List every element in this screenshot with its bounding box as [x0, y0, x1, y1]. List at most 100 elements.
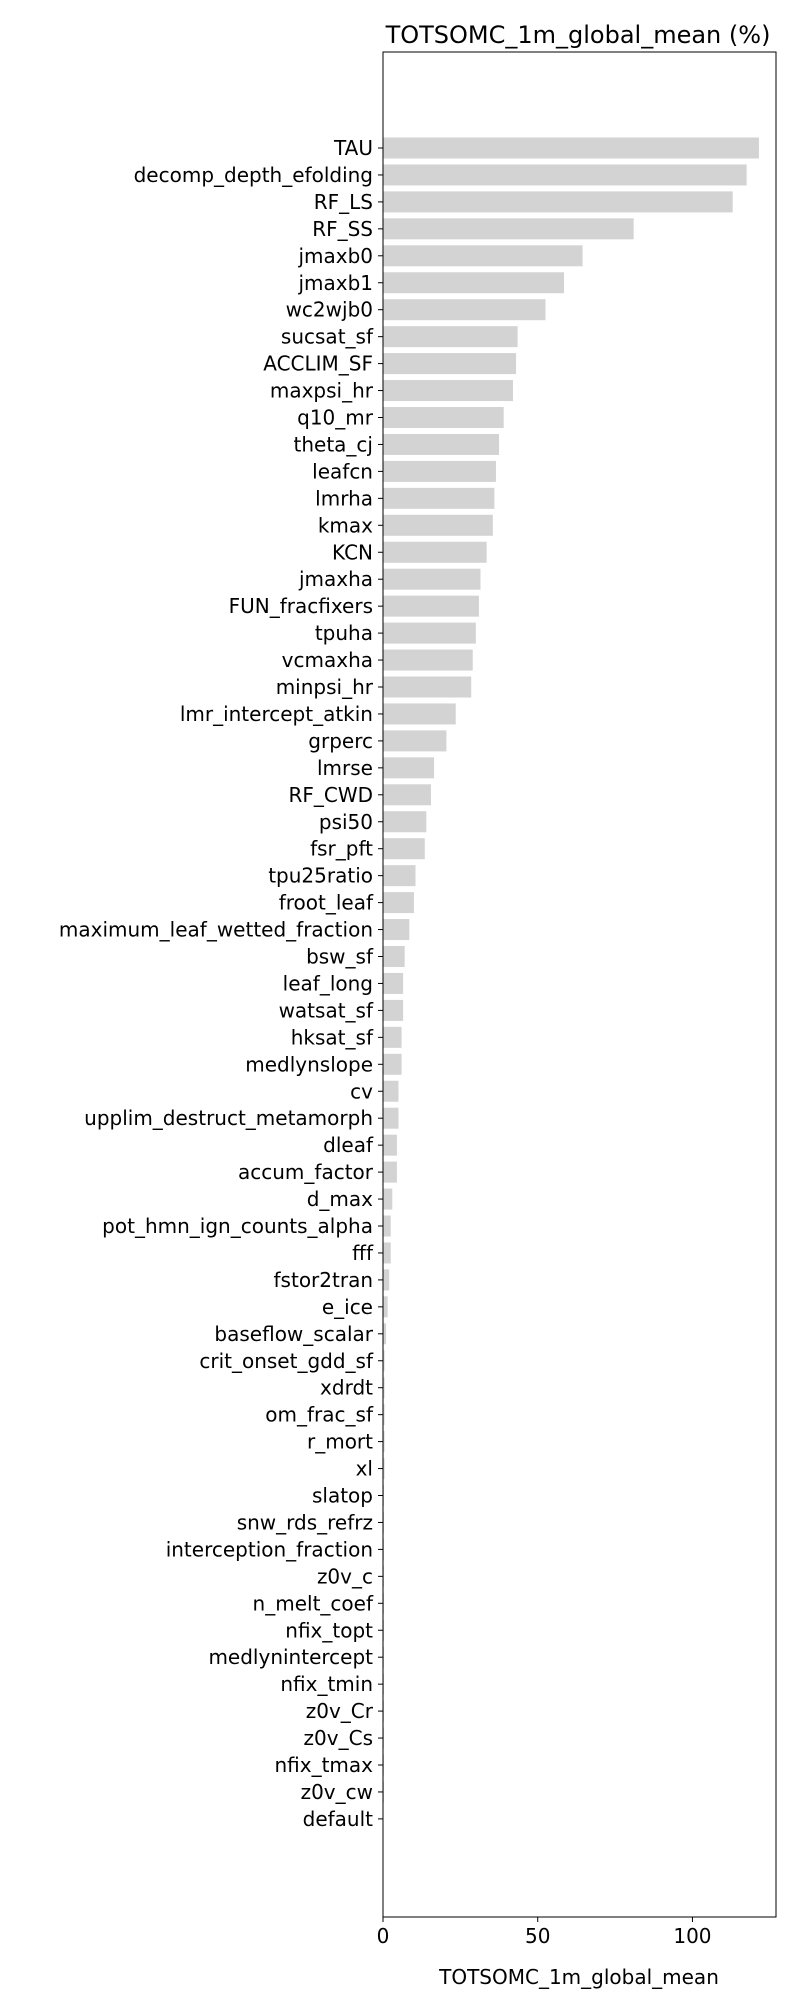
bar — [383, 1161, 397, 1183]
bar — [383, 1323, 387, 1345]
y-tick-label: medlynintercept — [208, 1645, 373, 1669]
y-tick-label: accum_factor — [238, 1160, 374, 1184]
bar — [383, 730, 447, 752]
bar — [383, 568, 481, 590]
y-tick-label: d_max — [307, 1187, 373, 1211]
y-tick-label: z0v_Cs — [304, 1726, 373, 1750]
y-tick-label: nfix_tmin — [280, 1672, 373, 1696]
bar — [383, 1026, 402, 1048]
y-tick-label: decomp_depth_efolding — [134, 163, 373, 187]
y-tick-label: z0v_c — [317, 1564, 373, 1588]
y-tick-label: fstor2tran — [274, 1268, 373, 1292]
y-tick-label: medlynslope — [245, 1052, 373, 1076]
bar — [383, 1080, 399, 1102]
bar — [383, 595, 479, 617]
bars-group — [383, 137, 759, 1803]
y-tick-label: z0v_Cr — [306, 1699, 374, 1723]
y-tick-label: interception_fraction — [166, 1537, 373, 1561]
y-tick-label: xdrdt — [320, 1376, 373, 1400]
y-tick-label: r_mort — [307, 1430, 373, 1454]
bar — [383, 191, 733, 213]
y-tick-label: maxpsi_hr — [270, 379, 374, 403]
y-tick-label: cv — [350, 1079, 373, 1103]
x-tick-label: 50 — [525, 1924, 550, 1948]
bar — [383, 326, 518, 348]
y-tick-label: jmaxb1 — [297, 271, 373, 295]
y-tick-labels: TAU decomp_depth_efolding RF_LS RF_SS jmaxb0… — [59, 136, 383, 1831]
y-tick-label: jmaxb0 — [297, 244, 373, 268]
y-tick-label: lmr_intercept_atkin — [180, 702, 373, 726]
x-tick-label: 100 — [673, 1924, 711, 1948]
y-tick-label: hksat_sf — [291, 1025, 374, 1049]
y-tick-label: leaf_long — [283, 971, 373, 995]
bar — [383, 1431, 385, 1453]
y-tick-label: baseflow_scalar — [214, 1322, 373, 1346]
bar — [383, 919, 410, 941]
y-tick-label: FUN_fracfixers — [229, 594, 373, 618]
bar — [383, 865, 416, 887]
bar — [383, 137, 759, 159]
y-tick-label: maximum_leaf_wetted_fraction — [59, 918, 373, 942]
y-tick-label: jmaxha — [298, 567, 373, 591]
y-tick-label: nfix_topt — [285, 1618, 373, 1642]
bar — [383, 811, 427, 833]
y-tick-label: tpu25ratio — [268, 864, 373, 888]
y-tick-label: slatop — [312, 1484, 373, 1508]
x-axis-label: TOTSOMC_1m_global_mean — [438, 1965, 719, 1989]
plot-frame — [382, 51, 777, 1918]
y-tick-label: ACCLIM_SF — [263, 352, 373, 376]
y-tick-label: n_melt_coef — [253, 1591, 374, 1615]
bar — [383, 649, 473, 671]
y-tick-label: leafcn — [312, 459, 373, 483]
y-tick-label: RF_CWD — [288, 783, 373, 807]
y-tick-label: snw_rds_refrz — [237, 1510, 373, 1534]
y-tick-label: e_ice — [322, 1295, 373, 1319]
bar — [383, 622, 476, 644]
bar — [383, 353, 517, 375]
bar — [383, 245, 583, 267]
bar — [383, 460, 496, 482]
y-tick-label: upplim_destruct_metamorph — [84, 1106, 373, 1130]
y-tick-label: RF_SS — [312, 217, 373, 241]
y-tick-label: nfix_tmax — [274, 1753, 373, 1777]
bar — [383, 1053, 402, 1075]
y-tick-label: RF_LS — [314, 190, 373, 214]
y-tick-label: xl — [356, 1457, 373, 1481]
y-tick-label: bsw_sf — [306, 945, 374, 969]
bar — [383, 1134, 397, 1156]
y-tick-label: grperc — [308, 729, 373, 753]
x-ticks: 0 50 100 — [377, 1917, 712, 1948]
y-tick-label: dleaf — [323, 1133, 374, 1157]
bar — [383, 757, 435, 779]
y-tick-label: fsr_pft — [310, 837, 373, 861]
bar — [383, 1404, 385, 1426]
y-tick-label: psi50 — [319, 810, 373, 834]
bar — [383, 972, 404, 994]
y-tick-label: tpuha — [315, 621, 373, 645]
bar — [383, 1458, 385, 1480]
bar — [383, 1350, 385, 1372]
bar — [383, 541, 487, 563]
y-tick-label: wc2wjb0 — [286, 298, 373, 322]
y-tick-label: pot_hmn_ign_counts_alpha — [102, 1214, 373, 1238]
y-tick-label: sucsat_sf — [281, 325, 374, 349]
y-tick-label: q10_mr — [297, 406, 374, 430]
bar — [383, 380, 513, 402]
bar — [383, 946, 405, 967]
y-tick-label: froot_leaf — [279, 891, 374, 915]
bar — [383, 676, 472, 698]
y-tick-label: watsat_sf — [279, 998, 374, 1022]
bar — [383, 164, 747, 186]
bar — [383, 514, 493, 536]
y-tick-label: om_frac_sf — [265, 1403, 374, 1427]
y-tick-label: crit_onset_gdd_sf — [199, 1349, 374, 1373]
y-tick-label: KCN — [332, 540, 373, 564]
bar — [383, 1269, 390, 1291]
bar — [383, 272, 565, 294]
bar — [383, 784, 431, 806]
y-tick-label: z0v_cw — [301, 1780, 373, 1804]
y-tick-label: fff — [352, 1241, 374, 1265]
bar — [383, 218, 634, 240]
y-tick-label: lmrse — [317, 756, 373, 780]
